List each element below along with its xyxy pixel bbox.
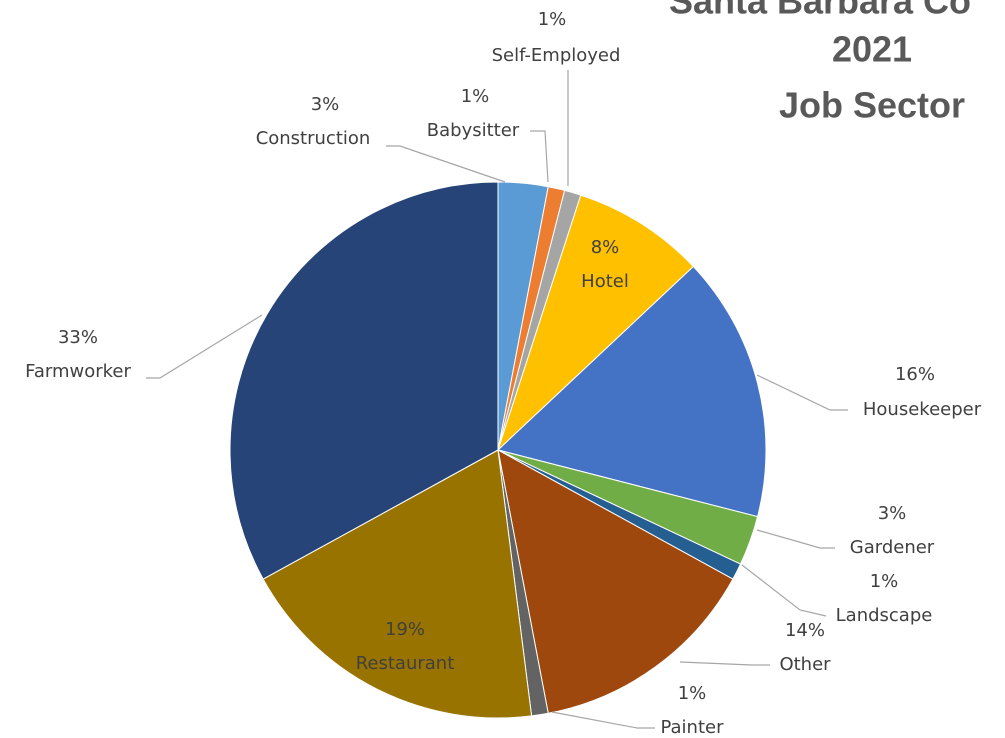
chart-title: 2021 [832,29,912,70]
data-label: 33% [58,327,98,348]
chart-title: Santa Barbara Co [669,0,971,22]
slice-label: Farmworker [25,361,131,382]
pie-slice [496,265,767,518]
slice-label: Housekeeper [863,399,982,420]
data-label: 3% [878,503,907,524]
pie-slice [262,449,533,719]
data-label: 16% [895,364,935,385]
leader-line [741,564,827,617]
leader-line [551,711,655,729]
pie-slice [497,194,695,451]
data-label: 1% [538,9,567,30]
leader-line [756,374,848,411]
data-label: 14% [785,620,825,641]
data-label: 1% [461,86,490,107]
leader-line [386,145,506,183]
data-label: 1% [870,571,899,592]
leader-line [146,314,263,379]
slice-label: Landscape [836,605,933,626]
data-label: 19% [385,619,425,640]
leader-line [530,130,549,183]
slice-label: Other [779,654,831,675]
leader-line [679,661,770,666]
data-label: 1% [678,683,707,704]
chart-title: Job Sector [779,85,965,126]
data-label: 3% [311,94,340,115]
slice-label: Hotel [581,271,629,292]
slice-label: Restaurant [356,653,455,674]
leader-line [756,529,835,549]
pie-slice [229,181,499,580]
slice-label: Gardener [850,537,935,558]
slice-label: Construction [256,128,371,149]
data-label: 8% [591,237,620,258]
slice-label: Self-Employed [492,45,621,66]
pie-slice [497,449,734,714]
slice-label: Babysitter [427,120,520,141]
slice-label: Painter [660,717,724,738]
